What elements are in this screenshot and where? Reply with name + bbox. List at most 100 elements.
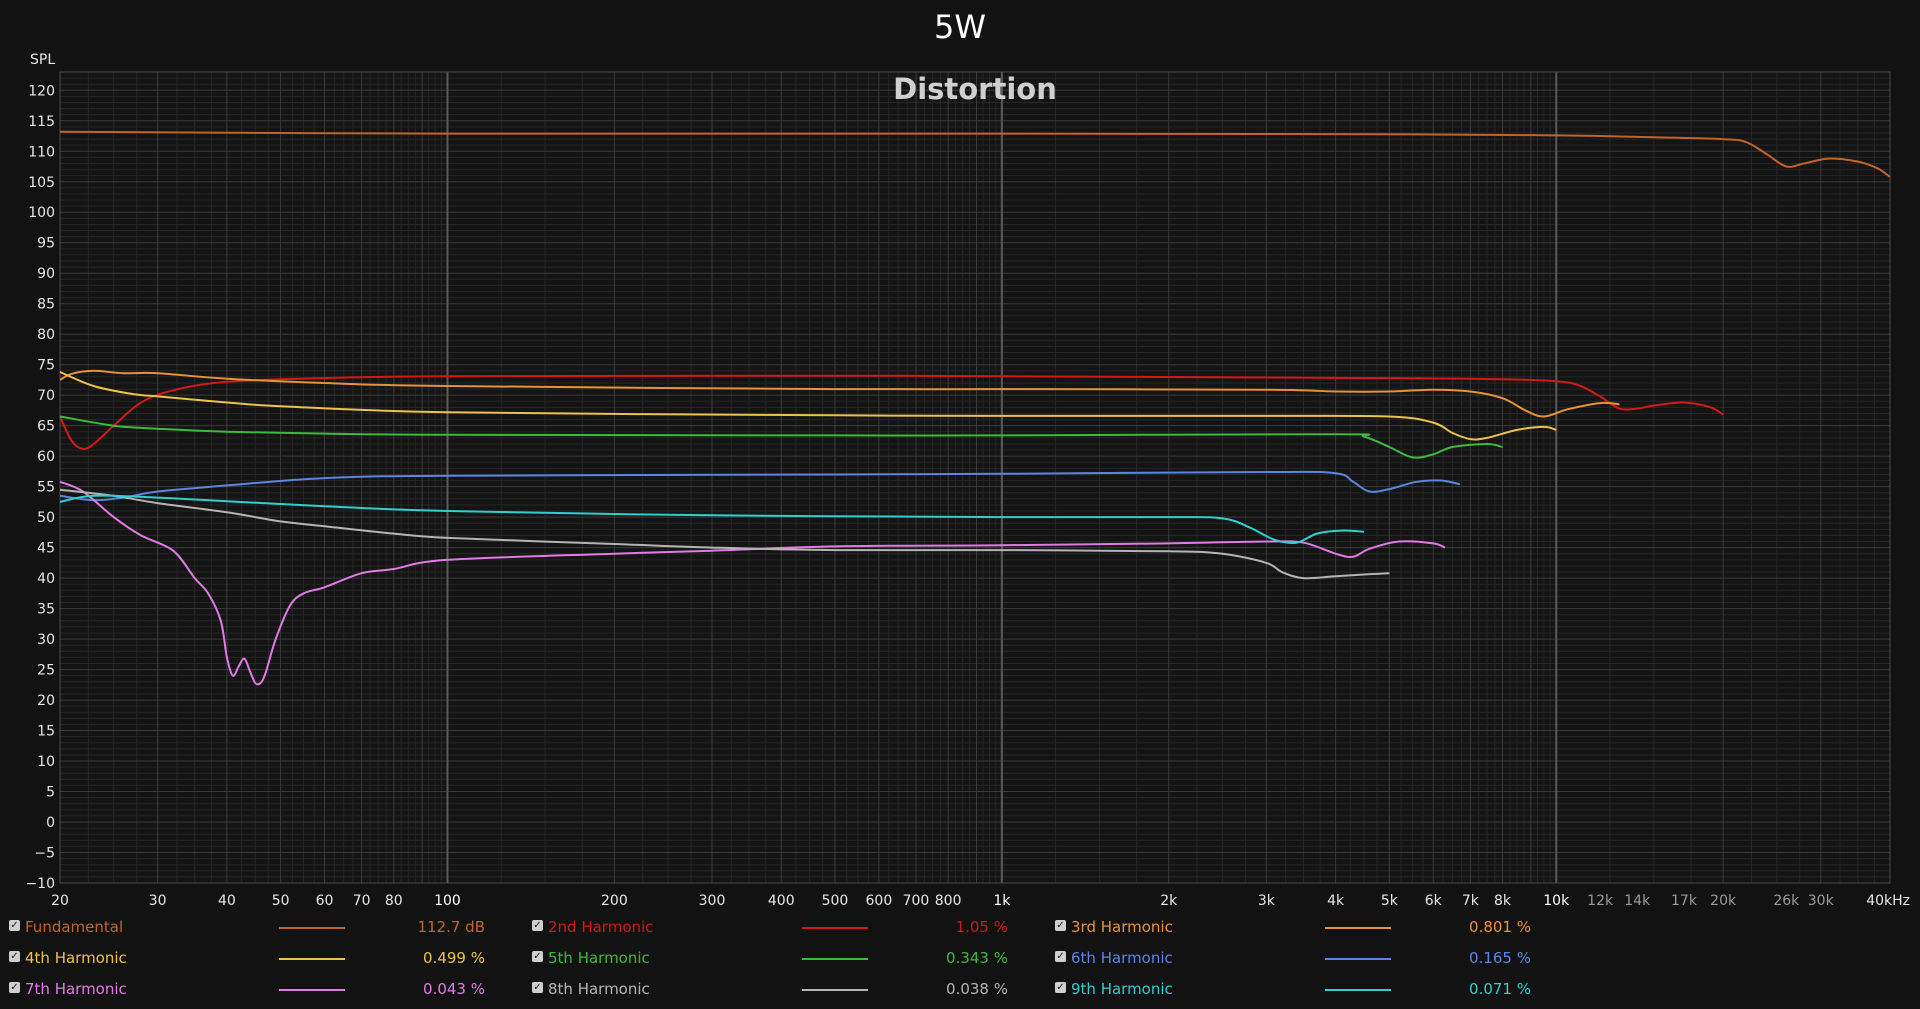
series-line-3rd-harmonic bbox=[59, 369, 1620, 418]
legend-value: 0.165 % bbox=[1469, 949, 1531, 967]
y-tick-label: 80 bbox=[37, 327, 55, 343]
x-tick-label: 200 bbox=[601, 893, 628, 909]
series-lines bbox=[59, 130, 1891, 686]
legend-checkbox-6th-harmonic[interactable]: ✓ bbox=[1055, 951, 1066, 962]
legend-checkbox-7th-harmonic[interactable]: ✓ bbox=[9, 982, 20, 993]
legend-value: 0.801 % bbox=[1469, 918, 1531, 936]
y-tick-label: 105 bbox=[28, 175, 55, 191]
x-tick-label: 500 bbox=[822, 893, 849, 909]
x-tick-label: 400 bbox=[768, 893, 795, 909]
legend-value: 0.343 % bbox=[946, 949, 1008, 967]
y-tick-label: 75 bbox=[37, 358, 55, 374]
legend-label: Fundamental bbox=[25, 918, 124, 936]
legend-item-5th-harmonic: ✓ 5th Harmonic 0.343 % bbox=[532, 943, 1052, 971]
legend-item-6th-harmonic: ✓ 6th Harmonic 0.165 % bbox=[1055, 943, 1575, 971]
x-tick-label: 7k bbox=[1462, 893, 1480, 909]
legend-swatch bbox=[279, 927, 345, 929]
legend-value: 0.499 % bbox=[423, 949, 485, 967]
x-tick-label: 300 bbox=[699, 893, 726, 909]
x-tick-label: 5k bbox=[1381, 893, 1399, 909]
legend-item-7th-harmonic: ✓ 7th Harmonic 0.043 % bbox=[9, 974, 529, 1002]
x-tick-label: 2k bbox=[1160, 893, 1178, 909]
plot-border bbox=[59, 71, 1891, 884]
legend-item-2nd-harmonic: ✓ 2nd Harmonic 1.05 % bbox=[532, 912, 1052, 940]
legend-checkbox-5th-harmonic[interactable]: ✓ bbox=[532, 951, 543, 962]
y-tick-label: 40 bbox=[37, 571, 55, 587]
legend-label: 5th Harmonic bbox=[548, 949, 650, 967]
y-tick-label: 0 bbox=[46, 815, 55, 831]
x-tick-label: 1k bbox=[993, 893, 1011, 909]
legend-label: 6th Harmonic bbox=[1071, 949, 1173, 967]
x-tick-label: 6k bbox=[1425, 893, 1443, 909]
y-tick-label: −10 bbox=[25, 876, 55, 892]
x-tick-label: 600 bbox=[866, 893, 893, 909]
x-tick-label: 60 bbox=[316, 893, 334, 909]
legend-checkbox-9th-harmonic[interactable]: ✓ bbox=[1055, 982, 1066, 993]
legend-item-8th-harmonic: ✓ 8th Harmonic 0.038 % bbox=[532, 974, 1052, 1002]
y-tick-label: 20 bbox=[37, 693, 55, 709]
x-tick-label: 17k bbox=[1671, 893, 1698, 909]
major-gridlines bbox=[59, 71, 1891, 884]
legend-checkbox-4th-harmonic[interactable]: ✓ bbox=[9, 951, 20, 962]
x-tick-label: 4k bbox=[1327, 893, 1345, 909]
legend: ✓ Fundamental 112.7 dB ✓ 2nd Harmonic 1.05 % ✓… bbox=[0, 912, 1600, 1009]
legend-label: 9th Harmonic bbox=[1071, 980, 1173, 998]
legend-label: 3rd Harmonic bbox=[1071, 918, 1173, 936]
legend-label: 4th Harmonic bbox=[25, 949, 127, 967]
chart-title: Distortion bbox=[893, 72, 1057, 106]
series-line-6th-harmonic bbox=[59, 470, 1461, 502]
x-tick-label: 20 bbox=[51, 893, 69, 909]
y-tick-label: −5 bbox=[34, 846, 55, 862]
legend-swatch bbox=[279, 958, 345, 960]
x-tick-label: 50 bbox=[272, 893, 290, 909]
legend-checkbox-fundamental[interactable]: ✓ bbox=[9, 920, 20, 931]
y-tick-label: 85 bbox=[37, 297, 55, 313]
legend-label: 2nd Harmonic bbox=[548, 918, 654, 936]
y-tick-label: 90 bbox=[37, 266, 55, 282]
minor-gridlines bbox=[60, 71, 1890, 883]
x-tick-label: 800 bbox=[935, 893, 962, 909]
x-tick-label: 30 bbox=[149, 893, 167, 909]
x-tick-label: 3k bbox=[1258, 893, 1276, 909]
legend-value: 112.7 dB bbox=[417, 918, 485, 936]
y-tick-label: 60 bbox=[37, 449, 55, 465]
y-tick-label: 5 bbox=[46, 785, 55, 801]
legend-value: 0.043 % bbox=[423, 980, 485, 998]
y-tick-label: 120 bbox=[28, 83, 55, 99]
y-tick-label: 95 bbox=[37, 236, 55, 252]
x-tick-label: 12k bbox=[1587, 893, 1614, 909]
y-tick-label: 115 bbox=[28, 114, 55, 130]
legend-value: 0.038 % bbox=[946, 980, 1008, 998]
legend-label: 7th Harmonic bbox=[25, 980, 127, 998]
series-line-5th-harmonic bbox=[59, 415, 1503, 459]
y-tick-label: 110 bbox=[28, 144, 55, 160]
legend-item-4th-harmonic: ✓ 4th Harmonic 0.499 % bbox=[9, 943, 529, 971]
x-tick-label: 8k bbox=[1494, 893, 1512, 909]
x-tick-label: 100 bbox=[434, 893, 461, 909]
y-tick-label: 30 bbox=[37, 632, 55, 648]
legend-checkbox-8th-harmonic[interactable]: ✓ bbox=[532, 982, 543, 993]
y-tick-label: 25 bbox=[37, 663, 55, 679]
legend-item-fundamental: ✓ Fundamental 112.7 dB bbox=[9, 912, 529, 940]
x-tick-label: 14k bbox=[1624, 893, 1651, 909]
x-tick-label: 700 bbox=[903, 893, 930, 909]
series-line-2nd-harmonic bbox=[59, 374, 1724, 450]
legend-swatch bbox=[1325, 927, 1391, 929]
x-axis-ticks: 20 30 40 50 60 70 80 100 200 300 400 500 600 700 800 1k… bbox=[51, 893, 1910, 909]
x-tick-label: 10k bbox=[1543, 893, 1570, 909]
legend-label: 8th Harmonic bbox=[548, 980, 650, 998]
legend-item-9th-harmonic: ✓ 9th Harmonic 0.071 % bbox=[1055, 974, 1575, 1002]
x-tick-label: 20k bbox=[1710, 893, 1737, 909]
y-tick-label: 10 bbox=[37, 754, 55, 770]
legend-value: 1.05 % bbox=[955, 918, 1008, 936]
y-tick-label: 50 bbox=[37, 510, 55, 526]
x-tick-label: 30k bbox=[1808, 893, 1835, 909]
legend-value: 0.071 % bbox=[1469, 980, 1531, 998]
y-tick-label: 100 bbox=[28, 205, 55, 221]
legend-checkbox-3rd-harmonic[interactable]: ✓ bbox=[1055, 920, 1066, 931]
legend-swatch bbox=[802, 989, 868, 991]
legend-checkbox-2nd-harmonic[interactable]: ✓ bbox=[532, 920, 543, 931]
page-title: 5W bbox=[934, 8, 986, 46]
legend-swatch bbox=[1325, 989, 1391, 991]
